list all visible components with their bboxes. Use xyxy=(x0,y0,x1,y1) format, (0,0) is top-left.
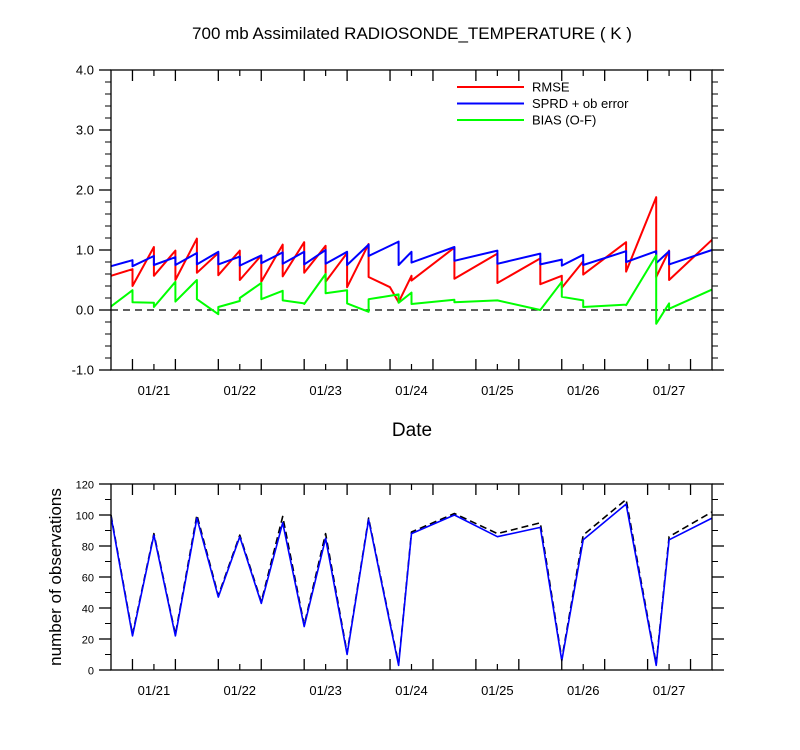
x-tick-label: 01/22 xyxy=(224,383,257,398)
legend-label-rmse: RMSE xyxy=(532,80,570,95)
top-panel: 700 mb Assimilated RADIOSONDE_TEMPERATUR… xyxy=(72,24,724,441)
y-tick-label: 20 xyxy=(82,635,94,647)
y-tick-label: 100 xyxy=(76,511,94,523)
legend-label-bias-o-f: BIAS (O-F) xyxy=(532,113,596,128)
chart-title: 700 mb Assimilated RADIOSONDE_TEMPERATUR… xyxy=(192,24,632,43)
y-tick-label: 80 xyxy=(82,542,94,554)
y-tick-label: 2.0 xyxy=(76,183,94,198)
y-tick-label: 0.0 xyxy=(76,303,94,318)
series-line-assimilated-observations xyxy=(110,503,713,667)
x-axis-title: Date xyxy=(392,420,432,441)
x-tick-label: 01/24 xyxy=(395,683,428,698)
x-tick-label: 01/23 xyxy=(309,683,342,698)
y-tick-label: 40 xyxy=(82,604,94,616)
bottom-plot-frame xyxy=(110,483,713,671)
y-tick-label: -1.0 xyxy=(72,363,94,378)
x-tick-label: 01/25 xyxy=(481,383,514,398)
y-tick-label: 1.0 xyxy=(76,243,94,258)
x-tick-label: 01/27 xyxy=(653,383,686,398)
legend-label-sprd-ob-error: SPRD + ob error xyxy=(532,96,629,111)
series-line-sprd-ob-error xyxy=(110,240,713,268)
top-series-group xyxy=(110,196,713,325)
x-tick-label: 01/24 xyxy=(395,383,428,398)
y-tick-label: 4.0 xyxy=(76,63,94,78)
x-tick-label: 01/26 xyxy=(567,383,600,398)
y-tick-label: 3.0 xyxy=(76,123,94,138)
y-tick-label: 0 xyxy=(88,666,94,678)
top-ticks-group: 01/21 01/22 01/23 01/24 01/25 01/26 01/27 -1.0 0… xyxy=(72,63,724,398)
x-tick-label: 01/21 xyxy=(138,383,171,398)
bottom-series-group xyxy=(110,498,713,667)
bottom-ticks-group: 01/21 01/22 01/23 01/24 01/25 01/26 01/27 0 20 40… xyxy=(76,480,724,698)
top-plot-frame xyxy=(110,69,713,371)
bottom-panel: 01/21 01/22 01/23 01/24 01/25 01/26 01/27 0 20 40… xyxy=(46,480,724,698)
x-tick-label: 01/22 xyxy=(224,683,257,698)
series-line-rmse xyxy=(110,196,713,304)
series-line-possible-observations xyxy=(110,498,713,665)
x-tick-label: 01/25 xyxy=(481,683,514,698)
y-tick-label: 60 xyxy=(82,573,94,585)
x-tick-label: 01/26 xyxy=(567,683,600,698)
x-tick-label: 01/23 xyxy=(309,383,342,398)
y-axis-title: number of observations xyxy=(46,488,65,666)
y-tick-label: 120 xyxy=(76,480,94,492)
series-line-bias-o-f xyxy=(110,254,713,325)
x-tick-label: 01/27 xyxy=(653,683,686,698)
x-tick-label: 01/21 xyxy=(138,683,171,698)
